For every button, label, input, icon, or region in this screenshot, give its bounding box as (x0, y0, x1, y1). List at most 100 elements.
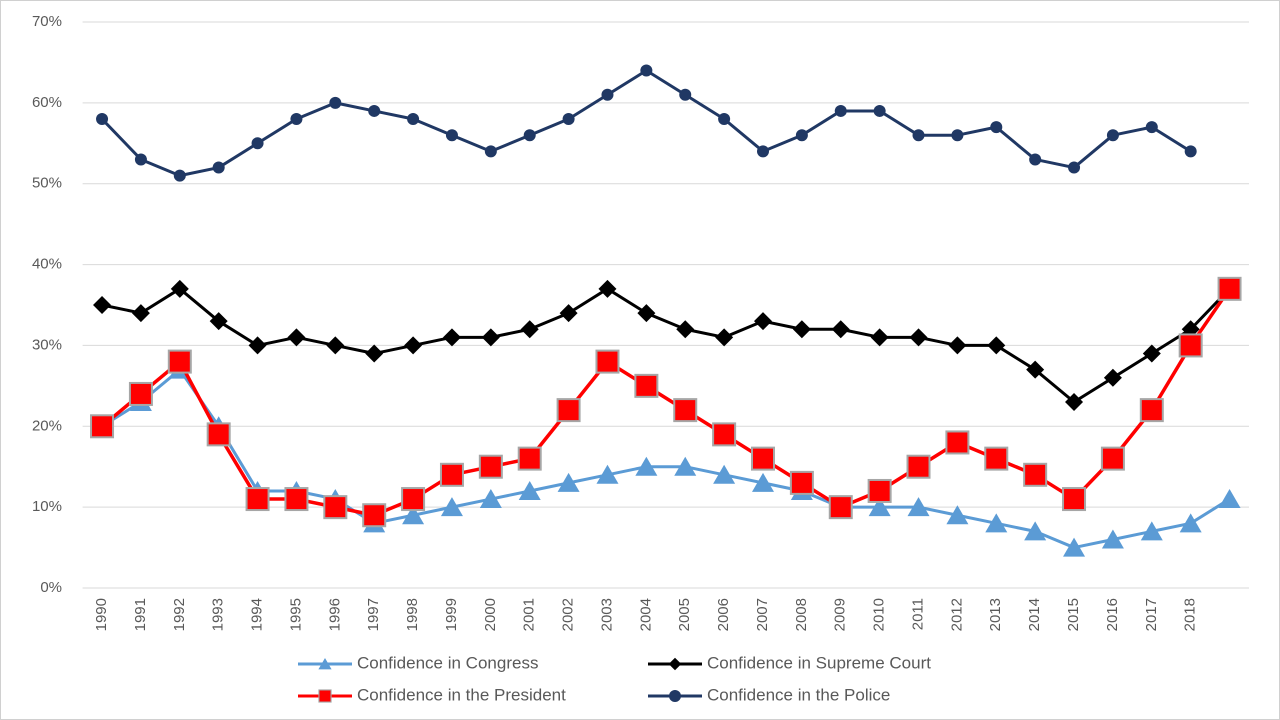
marker (595, 349, 620, 374)
y-tick-label: 20% (32, 417, 62, 434)
marker (329, 96, 342, 109)
marker (1106, 129, 1119, 142)
marker (906, 454, 931, 479)
marker (867, 478, 892, 503)
marker (1062, 487, 1087, 512)
x-tick-label: 2017 (1143, 598, 1160, 631)
marker (445, 129, 458, 142)
marker (1140, 521, 1163, 541)
marker (1178, 333, 1203, 358)
marker (170, 279, 189, 298)
marker (518, 480, 541, 500)
marker (795, 129, 808, 142)
marker (1101, 529, 1124, 549)
x-tick-label: 1997 (365, 598, 382, 631)
marker (1217, 276, 1242, 301)
marker (946, 505, 969, 525)
marker (1139, 398, 1164, 423)
x-tick-label: 1998 (404, 598, 421, 631)
marker (93, 296, 112, 314)
x-tick-label: 1995 (287, 598, 304, 631)
legend-marker (318, 689, 332, 703)
marker (1218, 489, 1241, 509)
marker (248, 336, 267, 355)
x-tick-label: 2016 (1104, 598, 1121, 631)
marker (1103, 368, 1122, 387)
marker (909, 328, 928, 347)
marker (284, 487, 309, 512)
marker (1024, 521, 1047, 541)
marker (715, 328, 734, 347)
y-tick-label: 0% (40, 579, 62, 596)
marker (323, 495, 348, 520)
marker (556, 398, 581, 423)
x-tick-label: 2002 (560, 598, 577, 631)
marker (948, 336, 967, 355)
marker (478, 454, 503, 479)
x-tick-label: 2006 (715, 598, 732, 631)
y-tick-label: 30% (32, 336, 62, 353)
marker (1142, 344, 1161, 363)
marker (752, 472, 774, 492)
x-tick-label: 2018 (1182, 598, 1199, 631)
x-tick-label: 2000 (482, 598, 499, 631)
marker (439, 462, 464, 487)
marker (1065, 393, 1084, 412)
x-tick-label: 2014 (1026, 598, 1043, 631)
marker (365, 344, 384, 363)
marker (945, 430, 970, 455)
marker (479, 489, 502, 509)
marker (173, 169, 186, 182)
marker (792, 320, 811, 339)
marker (134, 153, 147, 166)
marker (674, 456, 697, 476)
marker (96, 113, 109, 126)
x-tick-label: 1996 (326, 598, 343, 631)
marker (789, 470, 814, 495)
y-tick-label: 40% (32, 256, 62, 273)
marker (907, 497, 930, 517)
legend-label: Confidence in Supreme Court (707, 653, 931, 672)
marker (407, 113, 420, 126)
marker (557, 472, 580, 492)
marker (523, 129, 536, 142)
x-tick-label: 2015 (1065, 598, 1082, 631)
marker (673, 398, 698, 423)
marker (290, 113, 303, 126)
marker (718, 113, 731, 126)
legend-label: Confidence in the Police (707, 685, 890, 704)
marker (128, 381, 153, 406)
marker (167, 349, 192, 374)
marker (754, 312, 772, 331)
x-tick-label: 1992 (171, 598, 188, 631)
marker (757, 145, 769, 158)
legend-label: Confidence in Congress (357, 653, 538, 672)
marker (601, 88, 614, 101)
marker (404, 336, 423, 355)
marker (637, 304, 656, 323)
x-tick-label: 1999 (443, 598, 460, 631)
x-tick-label: 2007 (754, 598, 771, 631)
marker (1029, 153, 1042, 166)
marker (679, 88, 692, 101)
x-tick-label: 1994 (249, 598, 266, 631)
x-tick-label: 2001 (521, 598, 538, 631)
marker (870, 328, 889, 347)
marker (990, 121, 1003, 134)
x-tick-label: 1993 (210, 598, 227, 631)
marker (831, 320, 850, 339)
marker (1063, 537, 1086, 557)
marker (442, 328, 461, 347)
marker (287, 328, 306, 347)
marker (1184, 145, 1197, 158)
marker (951, 129, 964, 142)
x-tick-label: 2009 (832, 598, 849, 631)
x-tick-label: 2003 (598, 598, 615, 631)
marker (245, 487, 270, 512)
marker (402, 505, 425, 525)
marker (987, 336, 1006, 355)
marker (362, 503, 387, 528)
marker (828, 495, 853, 520)
marker (635, 456, 658, 476)
